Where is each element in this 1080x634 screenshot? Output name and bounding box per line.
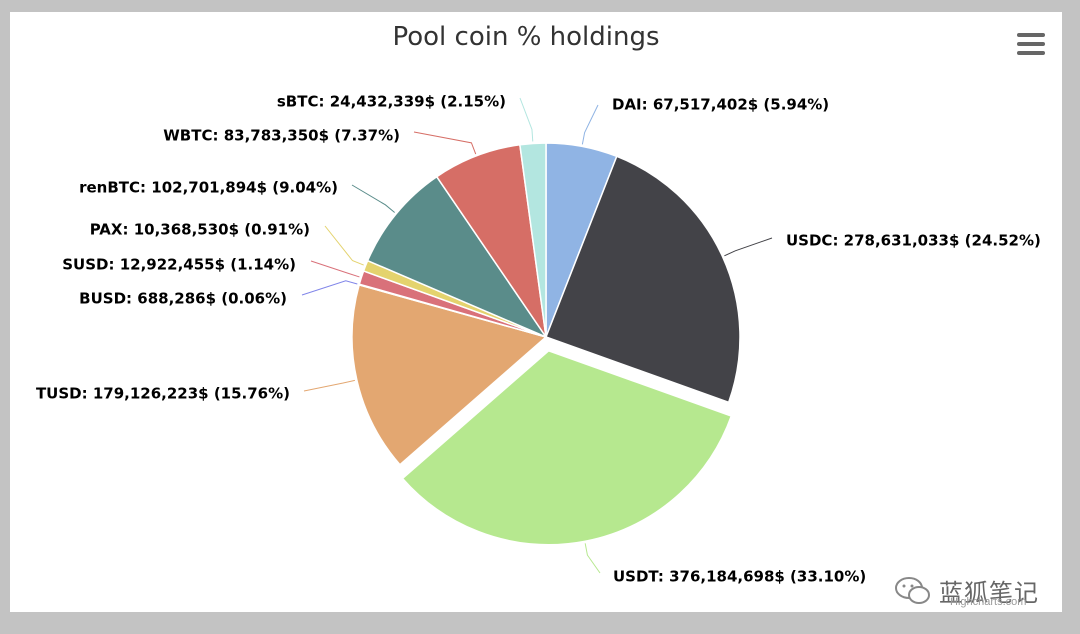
- slice-label-pax: PAX: 10,368,530$ (0.91%): [90, 221, 310, 239]
- pie-slice-tusd[interactable]: [351, 283, 548, 466]
- connector-susd: [310, 260, 360, 278]
- connector-busd: [301, 280, 358, 296]
- slice-label-usdc: USDC: 278,631,033$ (24.52%): [786, 232, 1041, 250]
- chart-title: Pool coin % holdings: [392, 22, 660, 52]
- watermark-text: 蓝狐笔记: [939, 579, 1039, 607]
- pie-slice-usdc[interactable]: [545, 155, 741, 404]
- connector-renbtc: [351, 184, 395, 213]
- slice-label-wbtc: WBTC: 83,783,350$ (7.37%): [163, 127, 400, 145]
- wechat-icon: [895, 577, 930, 604]
- pie-slices: [351, 142, 741, 546]
- slice-label-tusd: TUSD: 179,126,223$ (15.76%): [36, 385, 290, 403]
- connector-sbtc: [519, 97, 534, 142]
- slice-label-busd: BUSD: 688,286$ (0.06%): [79, 290, 287, 308]
- slice-labels: DAI: 67,517,402$ (5.94%) USDC: 278,631,03…: [36, 93, 1041, 586]
- credits-link[interactable]: Highcharts.com: [950, 596, 1027, 608]
- slice-label-dai: DAI: 67,517,402$ (5.94%): [612, 96, 829, 114]
- connector-usdc: [724, 237, 773, 257]
- connector-tusd: [303, 379, 355, 392]
- slice-label-usdt: USDT: 376,184,698$ (33.10%): [613, 568, 866, 586]
- connector-dai: [581, 104, 599, 145]
- label-connectors: [301, 97, 773, 574]
- hamburger-menu-icon[interactable]: [1017, 33, 1045, 55]
- connector-usdt: [584, 543, 601, 574]
- pie-slice-sbtc[interactable]: [519, 142, 547, 338]
- pie-slice-usdt[interactable]: [401, 349, 733, 546]
- connector-pax: [324, 225, 364, 266]
- connector-wbtc: [413, 131, 477, 155]
- watermark: 蓝狐笔记: [893, 573, 1063, 613]
- slice-label-susd: SUSD: 12,922,455$ (1.14%): [62, 256, 296, 274]
- slice-label-sbtc: sBTC: 24,432,339$ (2.15%): [277, 93, 506, 111]
- pie-slice-renbtc[interactable]: [366, 175, 549, 339]
- slice-label-renbtc: renBTC: 102,701,894$ (9.04%): [79, 179, 338, 197]
